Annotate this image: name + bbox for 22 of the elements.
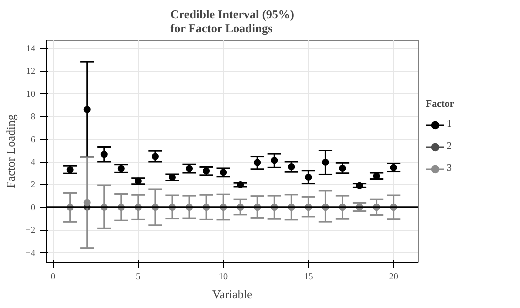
y-tick-label: 12 [26, 66, 36, 76]
y-axis-title: Factor Loading [4, 114, 18, 188]
legend-label: 1 [447, 119, 453, 130]
x-tick-label: 15 [304, 272, 314, 282]
x-tick-label: 0 [51, 272, 56, 282]
chart-title: Credible Interval (95%) for Factor Loadings [170, 8, 294, 36]
y-tick-label: 0 [31, 202, 36, 212]
legend-label: 3 [447, 163, 453, 174]
x-tick-label: 10 [219, 272, 229, 282]
y-tick-label: 4 [31, 157, 36, 168]
y-tick-label: 6 [31, 134, 36, 144]
y-tick-label: 14 [26, 43, 36, 54]
y-tick-label: −2 [26, 225, 36, 236]
x-axis-title: Variable [212, 288, 252, 302]
legend-title: Factor [426, 98, 456, 110]
y-tick-label: −4 [26, 248, 36, 258]
y-tick-label: 2 [31, 180, 36, 190]
y-tick-label: 8 [31, 112, 36, 122]
x-tick-label: 20 [389, 272, 399, 282]
legend-label: 2 [447, 141, 453, 152]
x-tick-label: 5 [136, 272, 142, 282]
y-tick-label: 10 [26, 88, 36, 99]
